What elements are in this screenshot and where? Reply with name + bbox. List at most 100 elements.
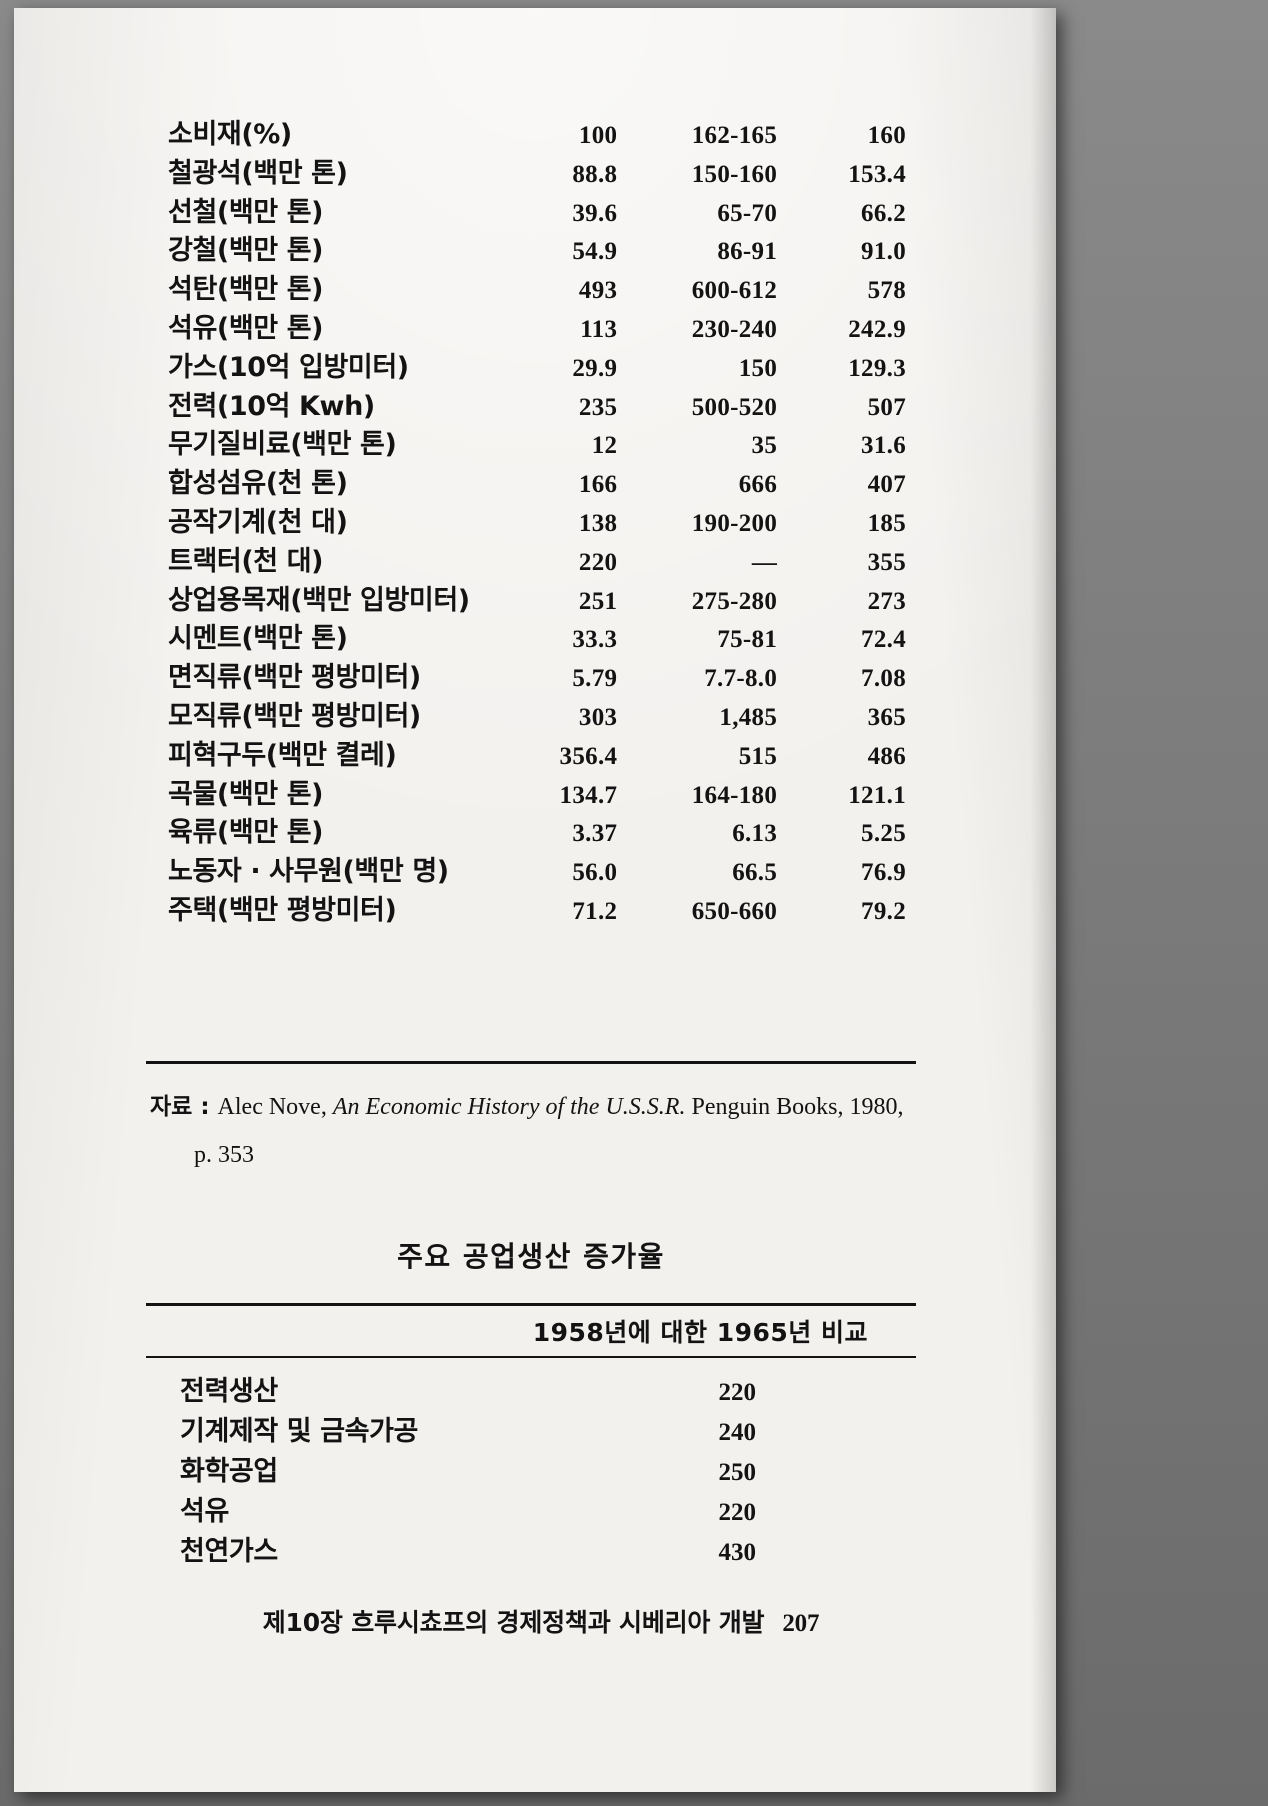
row-label: 곡물(백만 톤)	[168, 778, 324, 810]
table-row: 면직류(백만 평방미터) 5.79 7.7-8.0 7.08	[146, 659, 916, 698]
row-label: 노동자 · 사무원(백만 명)	[168, 856, 449, 888]
table-row: 피혁구두(백만 켤레) 356.4 515 486	[146, 737, 916, 776]
row-value-1: 166	[578, 471, 618, 499]
source-title-abbrev: U.S.S.R.	[605, 1094, 686, 1120]
source-title-italic: An Economic History of the	[332, 1094, 606, 1120]
row-value-2: 500-520	[691, 393, 778, 421]
row-value-1: 134.7	[559, 781, 618, 809]
chapter-running-head: 제10장 흐루시쵸프의 경제정책과 시베리아 개발	[262, 1608, 765, 1637]
table-row: 석탄(백만 톤) 493 600-612 578	[146, 271, 916, 310]
row-label: 전력(10억 Kwh)	[168, 390, 375, 422]
row-value-1: 3.37	[572, 820, 618, 848]
row-value-2: 275-280	[691, 587, 778, 615]
row-value-2: 190-200	[691, 509, 778, 537]
production-table-bottom-rule	[146, 1061, 916, 1064]
row-value-2: 150	[738, 354, 778, 382]
row-value-1: 54.9	[572, 238, 618, 266]
growth-table-grid: 전력생산 220 기계제작 및 금속가공 240 화학공업 250 석유	[146, 1372, 916, 1572]
row-value-3: 365	[867, 703, 906, 731]
table-row: 천연가스 430	[146, 1532, 916, 1572]
growth-table-top-rule	[146, 1303, 916, 1306]
row-value-2: —	[751, 548, 778, 576]
row-label: 육류(백만 톤)	[168, 817, 324, 849]
growth-table-body: 전력생산 220 기계제작 및 금속가공 240 화학공업 250 석유	[146, 1372, 916, 1572]
row-value-3: 76.9	[861, 859, 906, 887]
source-citation-line: 자료 : Alec Nove, An Economic History of t…	[150, 1090, 940, 1124]
row-label: 가스(10억 입방미터)	[168, 351, 409, 383]
source-page-ref: p. 353	[194, 1142, 254, 1168]
row-value-3: 66.2	[861, 199, 906, 227]
table-row: 화학공업 250	[146, 1452, 916, 1492]
row-value-3: 91.0	[861, 238, 906, 266]
row-value-2: 650-660	[691, 897, 778, 925]
row-label: 화학공업	[180, 1456, 278, 1487]
table-row: 모직류(백만 평방미터) 303 1,485 365	[146, 698, 916, 737]
row-value-1: 5.79	[572, 665, 618, 693]
row-label: 상업용목재(백만 입방미터)	[168, 584, 470, 616]
page-content: 소비재(%) 100 162-165 160 철광석(백만 톤) 88.8 15…	[14, 8, 1056, 1792]
row-value-2: 86-91	[717, 238, 778, 266]
table-row: 공작기계(천 대) 138 190-200 185	[146, 504, 916, 543]
row-value-3: 79.2	[861, 897, 906, 925]
row-value: 220	[718, 1499, 757, 1526]
row-label: 석탄(백만 톤)	[168, 274, 324, 306]
row-value-1: 235	[578, 393, 618, 421]
row-label: 소비재(%)	[168, 119, 292, 150]
row-value-3: 273	[867, 587, 906, 615]
row-value-2: 164-180	[691, 781, 778, 809]
table-row: 강철(백만 톤) 54.9 86-91 91.0	[146, 232, 916, 271]
row-label: 주택(백만 평방미터)	[168, 894, 397, 926]
table-row: 가스(10억 입방미터) 29.9 150 129.3	[146, 349, 916, 388]
row-value-1: 33.3	[572, 626, 618, 654]
row-label: 석유(백만 톤)	[168, 312, 324, 344]
table-row: 기계제작 및 금속가공 240	[146, 1412, 916, 1452]
source-publisher: Penguin Books, 1980,	[685, 1094, 904, 1120]
table-row: 트랙터(천 대) 220 — 355	[146, 543, 916, 582]
row-value-1: 39.6	[572, 199, 618, 227]
row-label: 합성섬유(천 톤)	[168, 468, 348, 500]
row-label: 전력생산	[180, 1376, 278, 1407]
row-value-1: 100	[578, 122, 618, 149]
row-value-1: 356.4	[559, 742, 618, 770]
row-value-2: 600-612	[691, 277, 778, 305]
table-row: 석유(백만 톤) 113 230-240 242.9	[146, 310, 916, 349]
row-value-3: 578	[867, 277, 906, 305]
row-value-3: 242.9	[848, 315, 906, 343]
table-row: 전력생산 220	[146, 1372, 916, 1412]
table-row: 석유 220	[146, 1492, 916, 1532]
table-row: 선철(백만 톤) 39.6 65-70 66.2	[146, 194, 916, 233]
table-row: 소비재(%) 100 162-165 160	[146, 116, 916, 155]
production-table-grid: 소비재(%) 100 162-165 160 철광석(백만 톤) 88.8 15…	[146, 116, 916, 931]
row-value-3: 121.1	[848, 781, 906, 809]
growth-table-header-rule	[146, 1356, 916, 1358]
row-label: 모직류(백만 평방미터)	[168, 700, 421, 732]
row-value-3: 153.4	[848, 160, 906, 188]
row-value-3: 407	[867, 471, 906, 499]
production-table-body: 소비재(%) 100 162-165 160 철광석(백만 톤) 88.8 15…	[146, 116, 916, 931]
row-value-2: 6.13	[732, 820, 778, 848]
table-row: 철광석(백만 톤) 88.8 150-160 153.4	[146, 155, 916, 194]
row-value: 430	[718, 1539, 757, 1566]
row-value-3: 5.25	[861, 820, 906, 848]
row-value-1: 12	[591, 432, 618, 460]
production-table: 소비재(%) 100 162-165 160 철광석(백만 톤) 88.8 15…	[146, 116, 916, 931]
row-value-3: 355	[867, 548, 906, 576]
row-value-1: 138	[578, 509, 618, 537]
source-author: Alec Nove,	[217, 1094, 333, 1120]
row-label: 면직류(백만 평방미터)	[168, 662, 421, 694]
row-value-2: 515	[738, 742, 778, 770]
page-number: 207	[782, 1610, 820, 1637]
source-label: 자료 :	[150, 1094, 218, 1120]
row-label: 강철(백만 톤)	[168, 235, 324, 267]
row-value-1: 493	[578, 277, 618, 305]
row-value-3: 507	[867, 393, 906, 421]
row-value-2: 162-165	[691, 122, 778, 149]
row-value-1: 220	[578, 548, 618, 576]
row-value-1: 251	[578, 587, 618, 615]
table-row: 시멘트(백만 톤) 33.3 75-81 72.4	[146, 620, 916, 659]
table-row: 상업용목재(백만 입방미터) 251 275-280 273	[146, 582, 916, 621]
row-value-2: 35	[751, 432, 778, 460]
row-value-3: 72.4	[861, 626, 906, 654]
row-value-2: 66.5	[732, 859, 778, 887]
page-footer: 제10장 흐루시쵸프의 경제정책과 시베리아 개발 207	[146, 1603, 936, 1639]
